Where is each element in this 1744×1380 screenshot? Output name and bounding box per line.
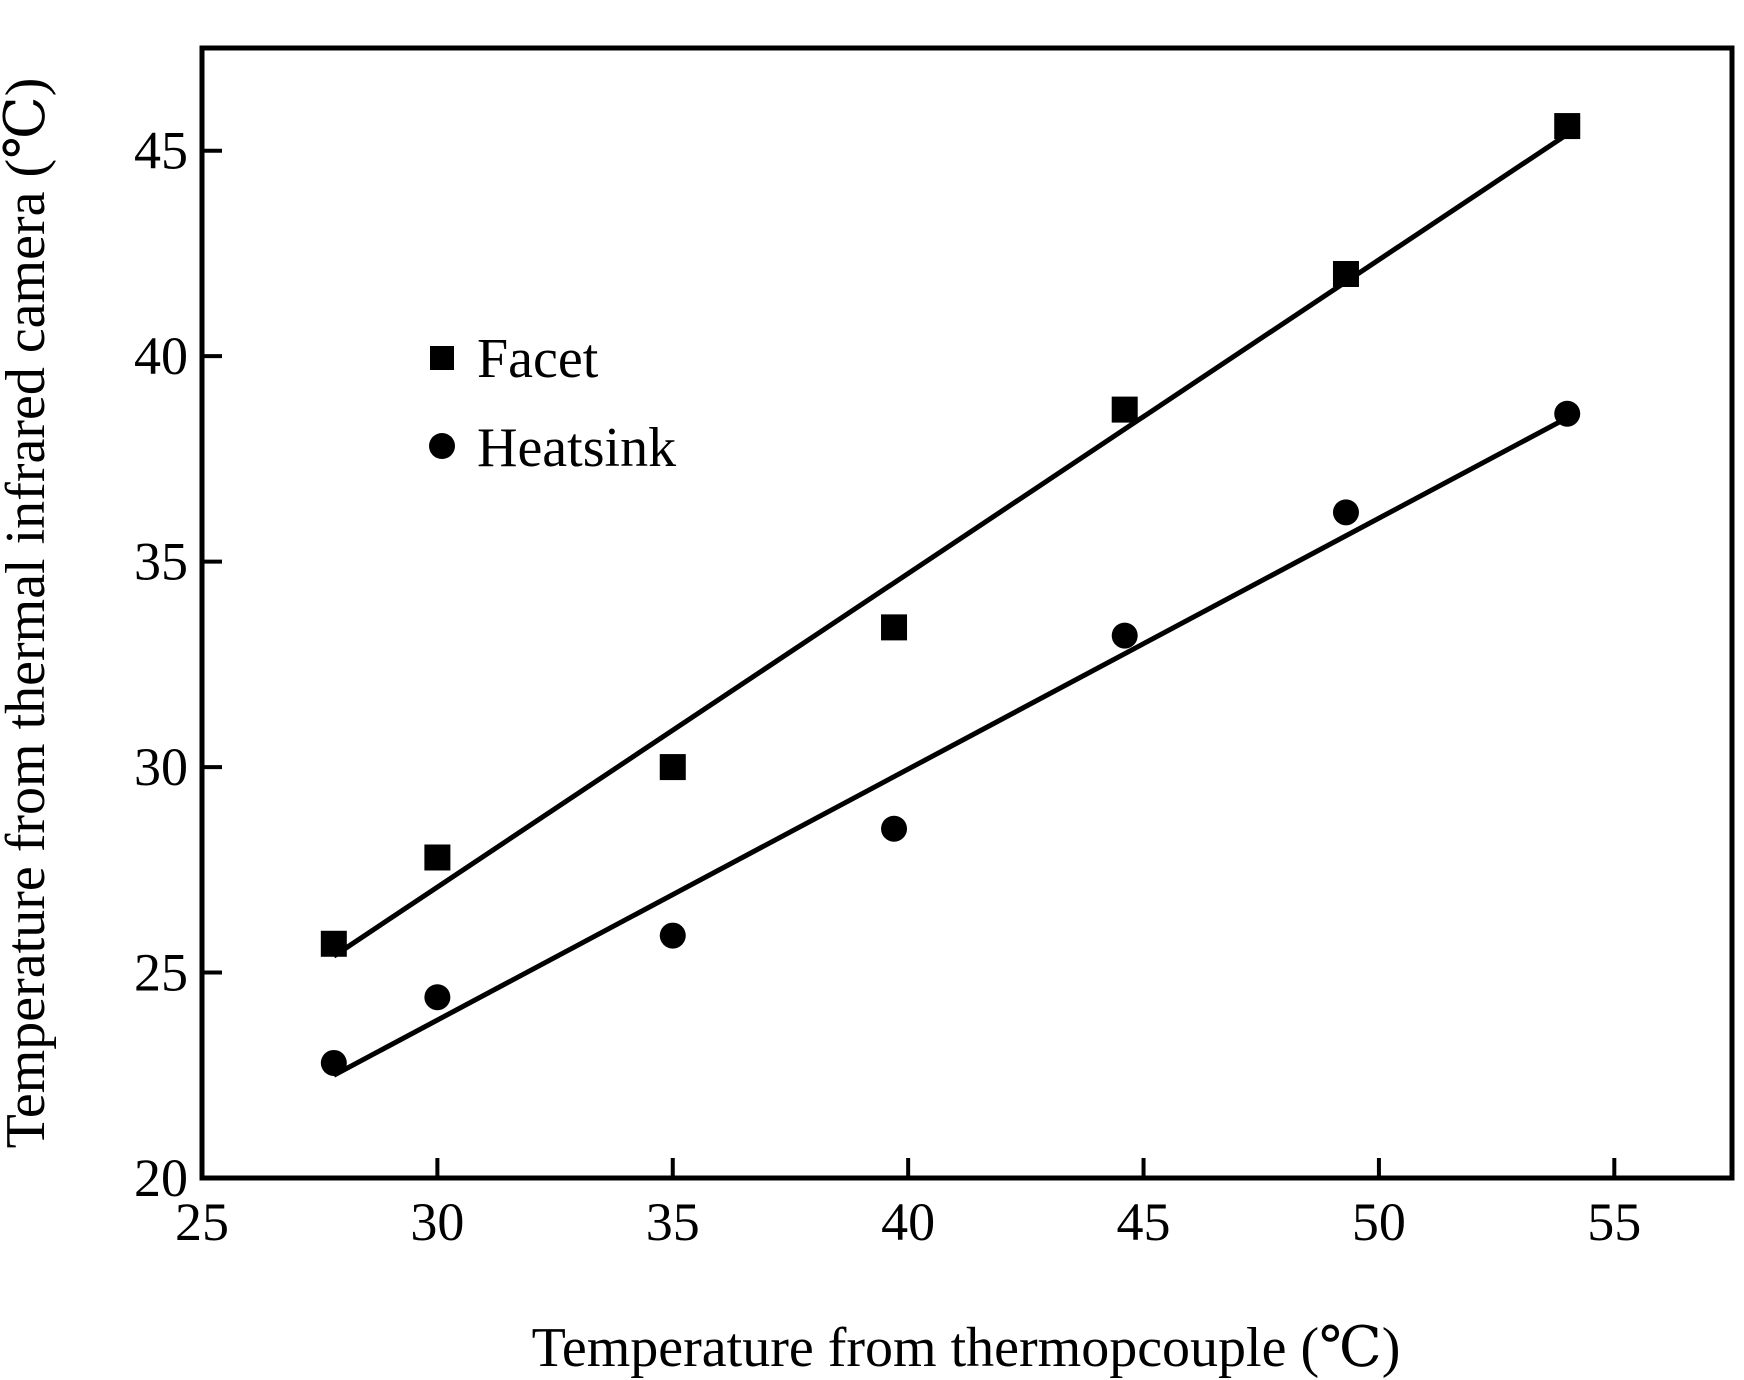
x-tick-label: 45: [1117, 1192, 1171, 1252]
point-heatsink: [881, 815, 908, 842]
legend-marker-facet: [430, 346, 454, 370]
fit-line-facet: [332, 132, 1569, 959]
x-axis-title: Temperature from thermopcouple (℃): [532, 1317, 1401, 1379]
x-tick-label: 25: [175, 1192, 229, 1252]
legend-label-heatsink: Heatsink: [477, 417, 676, 479]
point-heatsink: [1111, 622, 1138, 649]
y-axis-ticks: 20 25 30 35 40 45: [134, 121, 222, 1208]
point-facet: [1554, 113, 1581, 140]
point-facet: [881, 614, 908, 641]
point-facet: [1332, 261, 1359, 287]
y-tick-label: 35: [134, 532, 188, 592]
point-heatsink: [320, 1049, 347, 1076]
point-heatsink: [1332, 499, 1359, 526]
y-tick-label: 30: [134, 737, 188, 797]
y-tick-label: 20: [134, 1148, 188, 1208]
x-axis-ticks: 25 30 35 40 45 50 55: [175, 1158, 1641, 1252]
point-facet: [1111, 396, 1138, 423]
legend-marker-heatsink: [429, 433, 455, 459]
point-heatsink: [659, 922, 686, 949]
fit-lines: [332, 132, 1569, 1078]
plot-area: [199, 45, 1735, 1181]
legend-label-facet: Facet: [477, 328, 599, 390]
fit-line-heatsink: [332, 415, 1569, 1078]
point-facet: [659, 754, 686, 781]
y-axis-title: Temperature from thermal infrared camera…: [0, 78, 57, 1149]
x-tick-label: 40: [881, 1192, 935, 1252]
y-tick-label: 25: [134, 943, 188, 1003]
y-tick-label: 45: [134, 121, 188, 181]
point-facet: [424, 844, 451, 871]
x-tick-label: 30: [410, 1192, 464, 1252]
data-markers: [320, 113, 1581, 1076]
y-tick-label: 40: [134, 326, 188, 386]
point-heatsink: [424, 984, 451, 1011]
x-tick-label: 35: [646, 1192, 700, 1252]
legend: Facet Heatsink: [429, 328, 676, 479]
x-tick-label: 55: [1587, 1192, 1641, 1252]
x-tick-label: 50: [1352, 1192, 1406, 1252]
point-facet: [320, 930, 347, 957]
point-heatsink: [1554, 400, 1581, 427]
